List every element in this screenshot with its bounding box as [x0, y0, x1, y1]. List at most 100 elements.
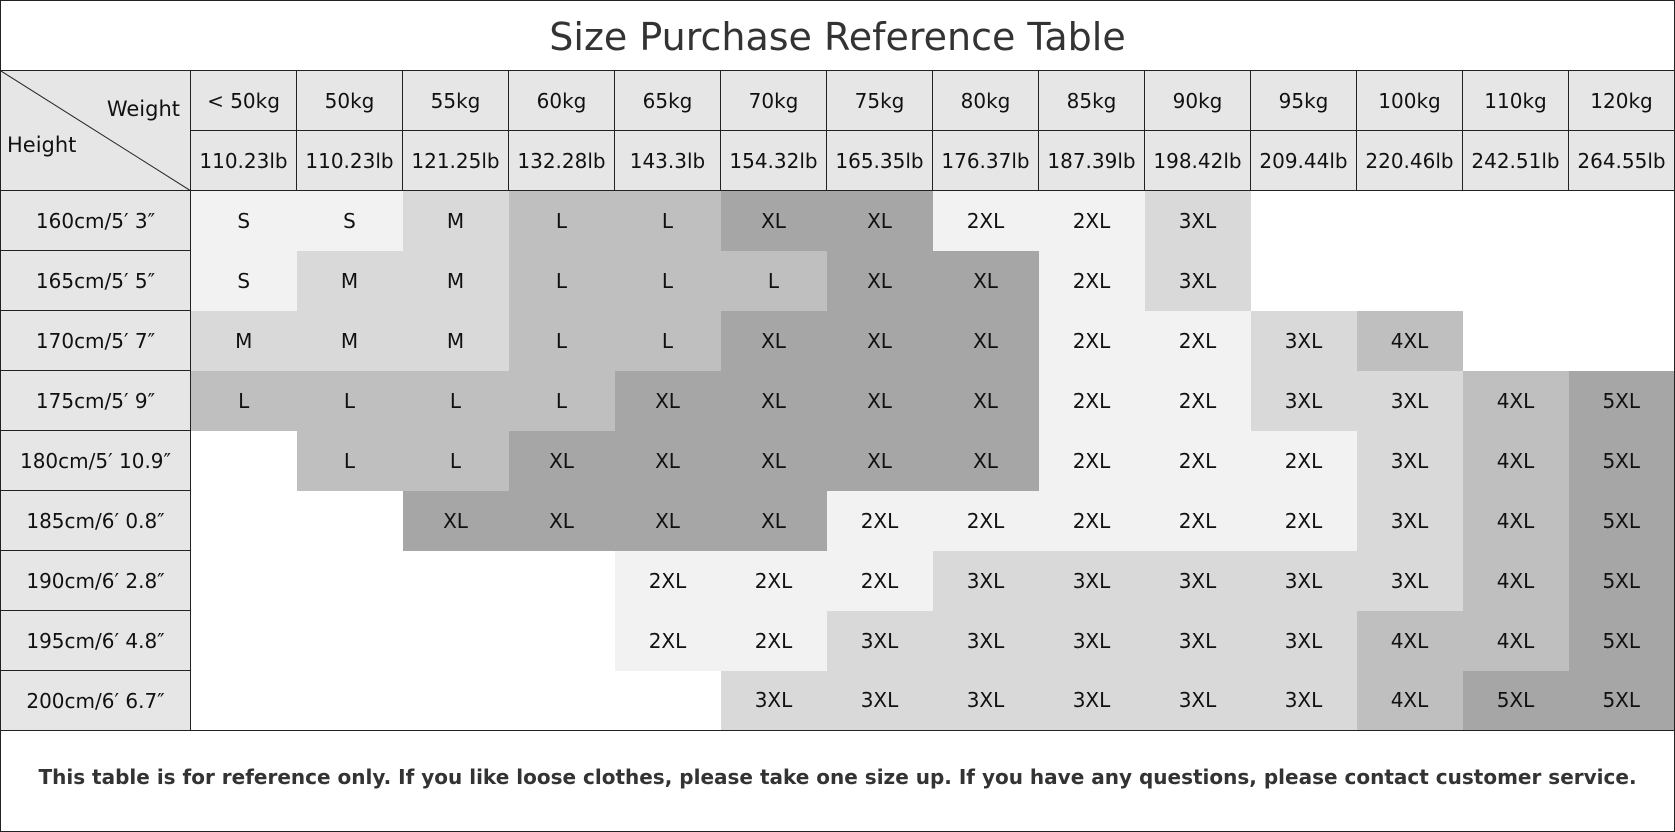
size-cell: XL [932, 310, 1039, 371]
size-cell: 4XL [1462, 490, 1569, 551]
size-cell: 2XL [1038, 190, 1145, 251]
size-cell: L [402, 370, 509, 431]
size-cell [614, 670, 721, 731]
size-cell: S [296, 190, 403, 251]
size-cell: XL [508, 490, 615, 551]
size-cell: 2XL [932, 190, 1039, 251]
size-cell: 2XL [1250, 490, 1357, 551]
size-cell: 3XL [932, 550, 1039, 611]
size-cell: 2XL [1038, 250, 1145, 311]
size-cell: 3XL [1144, 190, 1251, 251]
weight-kg-header: 70kg [720, 70, 827, 131]
size-cell: 2XL [1038, 430, 1145, 491]
height-header: 180cm/5′ 10.9″ [0, 430, 191, 491]
size-cell: 5XL [1568, 430, 1675, 491]
size-cell: XL [614, 490, 721, 551]
size-cell: 3XL [826, 610, 933, 671]
size-cell: 5XL [1568, 550, 1675, 611]
weight-kg-header: 90kg [1144, 70, 1251, 131]
size-cell [190, 490, 297, 551]
size-cell: L [402, 430, 509, 491]
size-cell [1356, 190, 1463, 251]
size-cell: 2XL [826, 490, 933, 551]
weight-lb-header: 220.46lb [1356, 130, 1463, 191]
diagonal-divider [1, 71, 191, 191]
weight-lb-header: 242.51lb [1462, 130, 1569, 191]
size-cell [190, 550, 297, 611]
size-cell: 3XL [1250, 550, 1357, 611]
weight-lb-header: 121.25lb [402, 130, 509, 191]
size-cell: 4XL [1462, 430, 1569, 491]
weight-lb-header: 132.28lb [508, 130, 615, 191]
weight-lb-header: 176.37lb [932, 130, 1039, 191]
size-cell: XL [826, 310, 933, 371]
size-cell: 2XL [1144, 430, 1251, 491]
size-cell: 3XL [1144, 670, 1251, 731]
size-cell: XL [932, 370, 1039, 431]
size-cell [1250, 190, 1357, 251]
size-cell: XL [826, 430, 933, 491]
size-cell: 3XL [932, 670, 1039, 731]
height-axis-label: Height [7, 133, 77, 157]
size-cell: XL [720, 370, 827, 431]
height-header: 185cm/6′ 0.8″ [0, 490, 191, 551]
weight-kg-header: 50kg [296, 70, 403, 131]
weight-lb-header: 264.55lb [1568, 130, 1675, 191]
weight-kg-header: 75kg [826, 70, 933, 131]
size-cell: 2XL [614, 610, 721, 671]
size-cell: XL [826, 190, 933, 251]
size-cell: 2XL [1038, 370, 1145, 431]
height-header: 200cm/6′ 6.7″ [0, 670, 191, 731]
size-cell [1462, 190, 1569, 251]
size-cell: 3XL [1250, 670, 1357, 731]
height-header: 170cm/5′ 7″ [0, 310, 191, 371]
size-cell: L [508, 190, 615, 251]
weight-lb-header: 209.44lb [1250, 130, 1357, 191]
size-cell [508, 610, 615, 671]
size-cell: M [402, 250, 509, 311]
size-cell: 3XL [1250, 610, 1357, 671]
table-row: 180cm/5′ 10.9″ L L XL XL XL XL XL 2XL 2XL 2XL 3XL 4X… [0, 430, 1675, 491]
table-row: 190cm/6′ 2.8″ 2XL 2XL 2XL 3XL 3XL 3XL 3XL 3XL 4XL… [0, 550, 1675, 611]
size-cell [1462, 250, 1569, 311]
size-cell: 5XL [1568, 670, 1675, 731]
size-cell: 2XL [1144, 370, 1251, 431]
page-title: Size Purchase Reference Table [549, 15, 1126, 59]
size-cell: 2XL [614, 550, 721, 611]
size-cell [1568, 310, 1675, 371]
size-cell: L [296, 370, 403, 431]
size-cell: 2XL [720, 610, 827, 671]
size-cell: 4XL [1356, 670, 1463, 731]
size-cell: XL [720, 490, 827, 551]
size-cell [1568, 190, 1675, 251]
weight-lb-header: 143.3lb [614, 130, 721, 191]
weight-lb-header: 110.23lb [296, 130, 403, 191]
size-cell: XL [826, 370, 933, 431]
size-cell [1356, 250, 1463, 311]
weight-kg-header: 60kg [508, 70, 615, 131]
size-cell: 5XL [1568, 490, 1675, 551]
height-header: 165cm/5′ 5″ [0, 250, 191, 311]
size-cell: 3XL [1356, 490, 1463, 551]
size-cell: 2XL [1144, 490, 1251, 551]
weight-lb-header: 110.23lb [190, 130, 297, 191]
height-header: 175cm/5′ 9″ [0, 370, 191, 431]
size-cell: 4XL [1462, 550, 1569, 611]
size-cell: XL [614, 370, 721, 431]
size-cell [402, 610, 509, 671]
size-cell: XL [720, 190, 827, 251]
size-cell: 3XL [1144, 250, 1251, 311]
size-cell: XL [932, 250, 1039, 311]
height-header: 195cm/6′ 4.8″ [0, 610, 191, 671]
size-cell: 2XL [1038, 490, 1145, 551]
table-row: 195cm/6′ 4.8″ 2XL 2XL 3XL 3XL 3XL 3XL 3XL 4XL 4XL… [0, 610, 1675, 671]
weight-kg-header: 80kg [932, 70, 1039, 131]
size-cell: XL [720, 310, 827, 371]
weight-kg-header: 85kg [1038, 70, 1145, 131]
size-cell [1568, 250, 1675, 311]
weight-lb-header-row: 110.23lb 110.23lb 121.25lb 132.28lb 143.3lb 1… [1, 130, 1675, 191]
weight-kg-header: 100kg [1356, 70, 1463, 131]
corner-header-cell: Weight Height [0, 70, 191, 191]
footnote: This table is for reference only. If you… [38, 765, 1637, 789]
weight-kg-header: 110kg [1462, 70, 1569, 131]
